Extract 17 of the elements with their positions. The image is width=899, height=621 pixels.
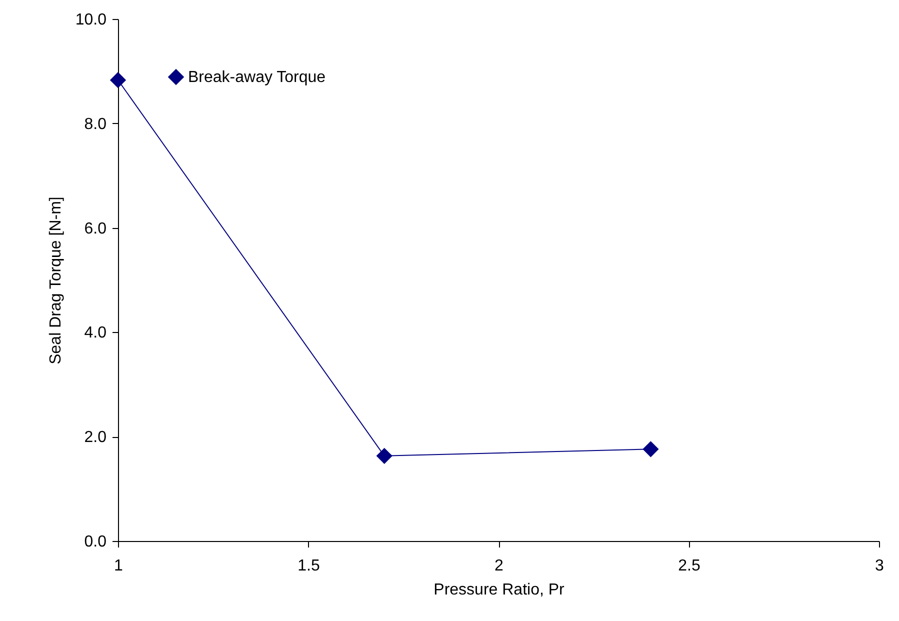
x-axis-title: Pressure Ratio, Pr (434, 582, 566, 598)
legend-label: Break-away Torque (188, 69, 326, 86)
y-tick-label: 0.0 (84, 534, 107, 550)
point (642, 441, 659, 458)
y-tick-label: 10.0 (75, 12, 107, 28)
x-tick-label: 2.5 (678, 558, 700, 574)
x-tick-label: 1 (114, 558, 124, 574)
point (110, 72, 126, 88)
y-tick-label: 4.0 (84, 324, 107, 342)
y-tick-label: 2.0 (84, 429, 107, 446)
x-tick-label: 2 (494, 558, 504, 574)
y-tick-label: 6.0 (84, 220, 107, 238)
y-axis-title: Seal Drag Torque [N-m] (47, 196, 64, 364)
point (376, 448, 392, 464)
y-tick-label: 8.0 (84, 116, 107, 133)
x-tick-label: 3 (875, 558, 884, 574)
x-tick-label: 1.5 (298, 558, 320, 574)
